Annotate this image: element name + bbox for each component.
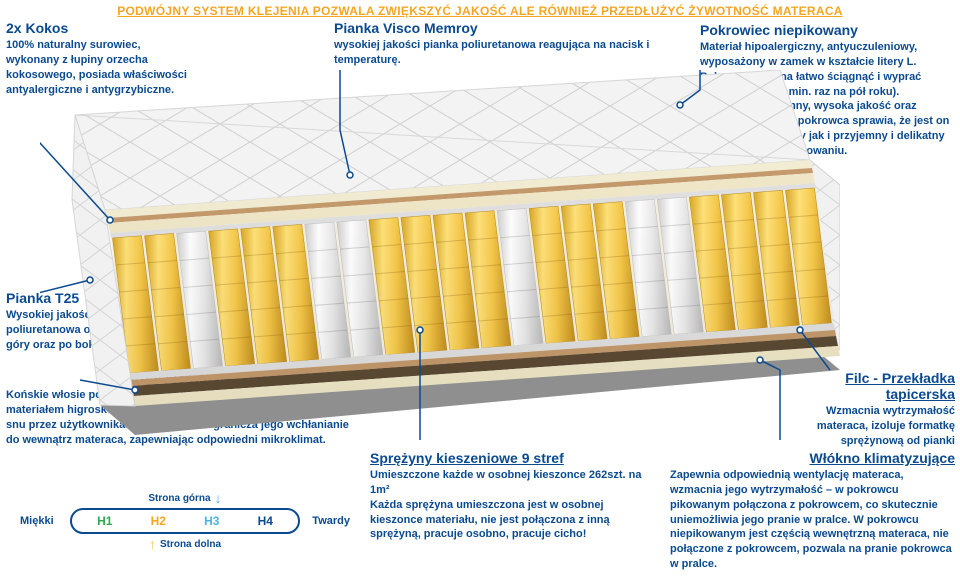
arrow-up-icon: ↑ — [149, 536, 156, 552]
hardness-bottom-label: ↑ Strona dolna — [20, 536, 350, 552]
callout-body: wysokiej jakości pianka poliuretanowa re… — [334, 38, 664, 68]
mattress-diagram — [40, 70, 840, 440]
callout-title: Sprężyny kieszeniowe 9 stref — [370, 450, 650, 466]
hardness-indicator: Strona górna ↓ Miękki H1 H2 H3 H4 Twardy… — [20, 490, 350, 552]
callout-title: Pokrowiec niepikowany — [700, 22, 950, 38]
hardness-h1: H1 — [97, 514, 112, 528]
callout-body: Zapewnia odpowiednią wentylację materaca… — [670, 468, 955, 572]
callout-title: 2x Kokos — [6, 20, 196, 36]
arrow-down-icon: ↓ — [215, 490, 222, 506]
callout-visco: Pianka Visco Memroy wysokiej jakości pia… — [334, 20, 664, 68]
hardness-hard-label: Twardy — [300, 515, 350, 527]
hardness-scale: H1 H2 H3 H4 — [70, 508, 300, 534]
callout-title: Pianka Visco Memroy — [334, 20, 664, 36]
hardness-h2: H2 — [151, 514, 166, 528]
callout-sprezyny: Sprężyny kieszeniowe 9 stref Umieszczone… — [370, 450, 650, 542]
callout-body: Umieszczone każde w osobnej kieszonce 26… — [370, 468, 650, 542]
callout-wlokno: Włókno klimatyzujące Zapewnia odpowiedni… — [670, 450, 955, 572]
hardness-h4: H4 — [258, 514, 273, 528]
hardness-h3: H3 — [204, 514, 219, 528]
hardness-soft-label: Miękki — [20, 515, 70, 527]
callout-title: Włókno klimatyzujące — [670, 450, 955, 466]
headline-banner: PODWÓJNY SYSTEM KLEJENIA POZWALA ZWIĘKSZ… — [0, 4, 960, 18]
label: Strona górna — [148, 493, 210, 504]
label: Strona dolna — [160, 539, 221, 550]
hardness-top-label: Strona górna ↓ — [20, 490, 350, 506]
